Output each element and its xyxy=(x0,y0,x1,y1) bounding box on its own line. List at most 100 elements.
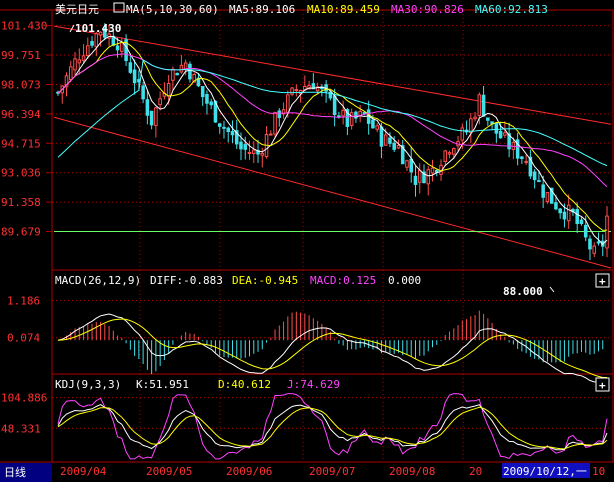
candle-body xyxy=(545,192,550,203)
kdj-k-value: K:51.951 xyxy=(136,378,189,391)
kdj-k-line xyxy=(57,404,608,451)
candle-body xyxy=(528,156,533,177)
candle-body xyxy=(64,75,69,88)
candle-body xyxy=(503,132,507,136)
candle-body xyxy=(149,110,154,126)
ma-params: MA(5,10,30,60) xyxy=(126,3,219,16)
period-tab[interactable]: 日线 xyxy=(4,465,26,479)
candle-body xyxy=(230,131,235,136)
cursor-date-tail: 10 xyxy=(592,465,605,478)
candle-body xyxy=(332,95,337,115)
ma60-value: MA60:92.813 xyxy=(475,3,548,16)
candle-body xyxy=(452,148,456,155)
candle-body xyxy=(579,219,584,225)
candle-body xyxy=(481,94,486,117)
y-tick-label: 48.331 xyxy=(1,422,41,435)
candle-body xyxy=(554,202,558,210)
candle-body xyxy=(460,127,465,141)
candle-body xyxy=(171,68,175,81)
kdj-indicator xyxy=(57,393,608,460)
candle-body xyxy=(388,137,392,144)
candle-body xyxy=(141,85,145,100)
candle-body xyxy=(549,187,554,204)
candle-body xyxy=(400,145,405,165)
candle-body xyxy=(154,107,158,126)
candle-body xyxy=(532,171,537,181)
candle-body xyxy=(558,208,562,214)
candle-body xyxy=(68,66,73,80)
max-price-label: 101.430 xyxy=(75,22,121,35)
candle-body xyxy=(247,151,252,154)
kdj-d-line xyxy=(57,406,608,450)
candle-body xyxy=(375,125,379,130)
candle-body xyxy=(583,224,588,238)
candle-body xyxy=(498,130,503,139)
ma10-value: MA10:89.459 xyxy=(307,3,380,16)
candle-body xyxy=(81,55,86,61)
candle-body xyxy=(328,91,333,99)
candle-body xyxy=(507,133,511,150)
kdj-add-icon: + xyxy=(599,379,606,392)
kdj-add-button[interactable]: + xyxy=(595,377,610,392)
cursor-date-bg xyxy=(502,463,590,478)
candle-body xyxy=(524,160,528,163)
y-axis-labels: 101.430 99.751 98.073 96.394 94.715 93.036 91.… xyxy=(1,20,47,436)
candle-body xyxy=(273,111,277,135)
candle-body xyxy=(349,112,354,126)
candle-body xyxy=(341,109,345,117)
candle-body xyxy=(124,39,128,62)
macd-diff-line xyxy=(57,313,608,383)
y-tick-label: 101.430 xyxy=(1,20,47,33)
candle-body xyxy=(486,117,490,121)
candle-body xyxy=(251,149,256,154)
candle-body xyxy=(566,204,571,222)
y-tick-label: 99.751 xyxy=(1,49,41,62)
instrument-title: 美元日元 xyxy=(55,3,99,16)
candle-body xyxy=(562,211,567,220)
kdj-j-value: J:74.629 xyxy=(287,378,340,391)
candle-body xyxy=(413,175,418,185)
trend-channel xyxy=(53,25,612,269)
candle-body xyxy=(494,122,499,134)
y-tick-label: 104.886 xyxy=(1,392,47,405)
candle-body xyxy=(392,142,396,150)
candle-body xyxy=(354,111,358,119)
candle-body xyxy=(175,72,179,76)
chart-toggle-icon[interactable] xyxy=(113,2,125,13)
macd-add-button[interactable]: + xyxy=(595,273,610,288)
candle-body xyxy=(188,63,192,80)
y-tick-label: 96.394 xyxy=(1,108,41,121)
y-tick-label: 0.074 xyxy=(7,332,40,345)
macd-dea-line xyxy=(57,318,607,378)
max-marker-line xyxy=(69,24,75,33)
ma5-line xyxy=(57,36,608,245)
candle-body xyxy=(77,59,82,64)
candle-body xyxy=(520,156,524,160)
candle-body xyxy=(537,180,541,183)
candle-body xyxy=(205,94,209,104)
macd-extra-value: 0.000 xyxy=(388,274,421,287)
candle-body xyxy=(469,118,473,134)
candle-body xyxy=(588,238,592,250)
candle-body xyxy=(417,169,422,183)
candle-body xyxy=(430,167,435,174)
candle-body xyxy=(128,62,133,73)
period-tab-bg xyxy=(0,463,52,482)
ma30-value: MA30:90.826 xyxy=(391,3,464,16)
candle-body xyxy=(217,123,222,127)
channel-lower-line xyxy=(53,116,612,269)
candle-body xyxy=(209,101,213,106)
macd-add-icon: + xyxy=(599,275,606,288)
candle-body xyxy=(315,86,320,92)
candle-body xyxy=(575,209,579,225)
candle-body xyxy=(371,119,375,129)
candle-body xyxy=(239,141,243,150)
candle-body xyxy=(234,130,239,145)
x-tick-label: 2009/08 xyxy=(389,465,435,478)
candle-body xyxy=(592,245,597,254)
y-tick-label: 89.679 xyxy=(1,226,41,239)
candle-body xyxy=(426,169,431,185)
candle-body xyxy=(115,45,120,51)
candle-body xyxy=(226,127,231,133)
candle-body xyxy=(269,133,273,136)
